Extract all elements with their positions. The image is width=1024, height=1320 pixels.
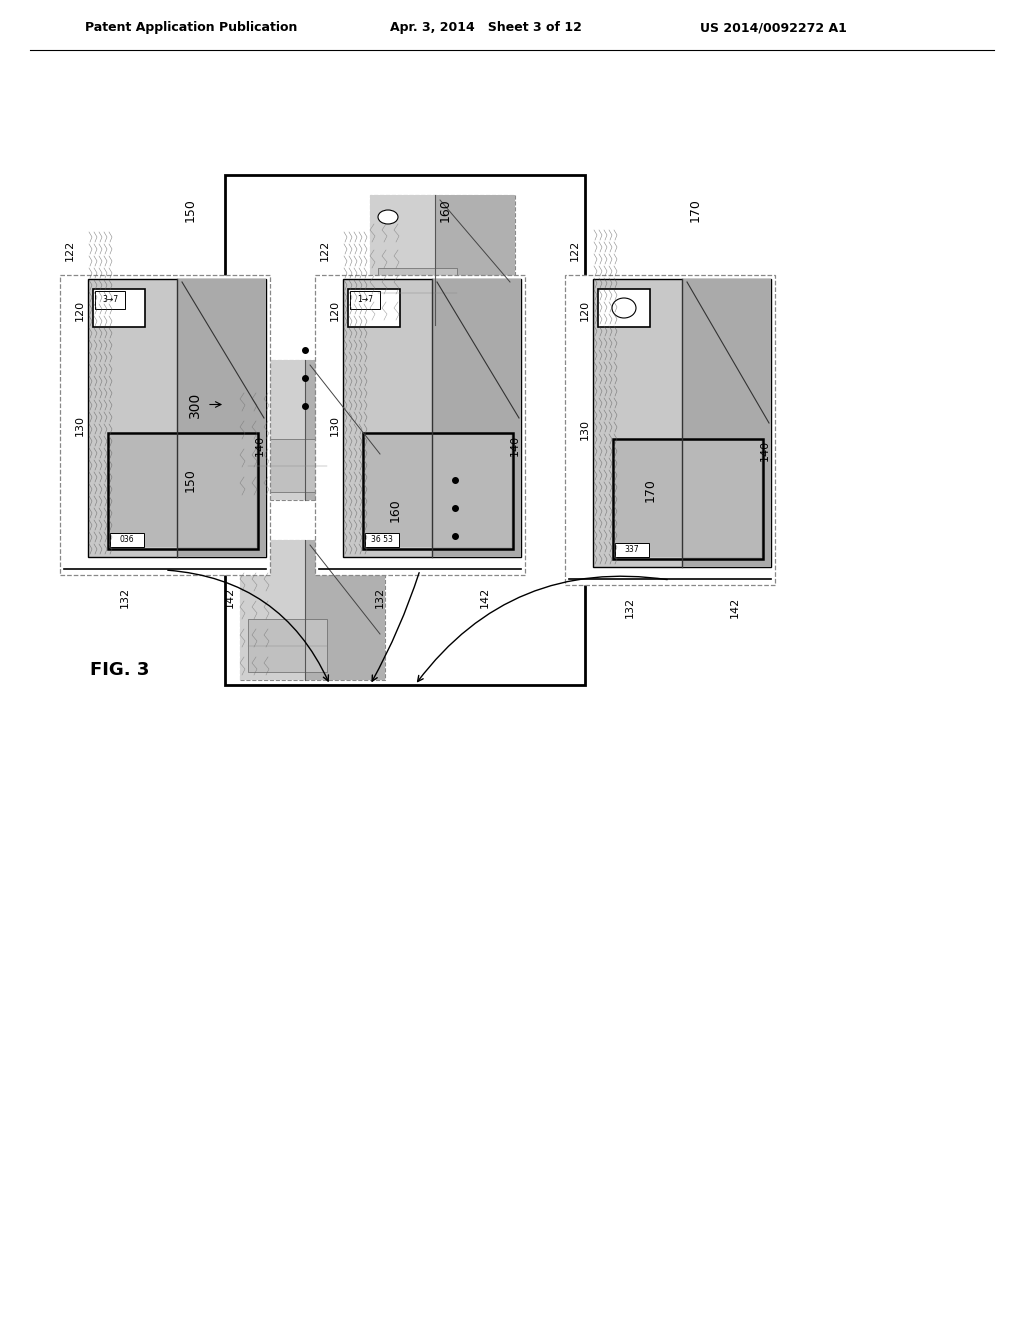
Bar xyxy=(248,619,327,672)
Bar xyxy=(593,279,771,568)
Ellipse shape xyxy=(378,210,398,224)
Bar xyxy=(370,195,515,325)
Bar xyxy=(615,543,649,557)
Bar xyxy=(362,433,513,549)
Text: 142: 142 xyxy=(730,597,740,618)
Text: 122: 122 xyxy=(65,239,75,260)
Text: 142: 142 xyxy=(225,586,234,607)
Bar xyxy=(365,533,399,546)
Text: Patent Application Publication: Patent Application Publication xyxy=(85,21,297,34)
Bar xyxy=(305,360,385,500)
Text: 160: 160 xyxy=(388,498,401,521)
Text: Apr. 3, 2014   Sheet 3 of 12: Apr. 3, 2014 Sheet 3 of 12 xyxy=(390,21,582,34)
Bar xyxy=(370,195,435,325)
Bar xyxy=(93,289,145,327)
Bar xyxy=(365,436,511,546)
Text: 1→7: 1→7 xyxy=(357,296,373,305)
Bar xyxy=(350,290,380,309)
Text: 120: 120 xyxy=(580,300,590,321)
Bar xyxy=(240,360,385,500)
Bar xyxy=(225,176,585,685)
Text: 130: 130 xyxy=(330,414,340,436)
Bar xyxy=(682,279,771,568)
Bar xyxy=(343,279,521,557)
Text: 140: 140 xyxy=(510,434,520,455)
Bar xyxy=(88,279,266,557)
Text: 130: 130 xyxy=(75,414,85,436)
Bar xyxy=(240,540,385,680)
Text: 140: 140 xyxy=(760,440,770,461)
Bar xyxy=(598,289,650,327)
Text: FIG. 3: FIG. 3 xyxy=(90,661,150,678)
Bar xyxy=(378,268,457,317)
Ellipse shape xyxy=(248,554,268,569)
Text: 36 53: 36 53 xyxy=(371,536,393,544)
Text: US 2014/0092272 A1: US 2014/0092272 A1 xyxy=(700,21,847,34)
Ellipse shape xyxy=(612,298,636,318)
Text: 120: 120 xyxy=(330,300,340,321)
Text: 337: 337 xyxy=(625,545,639,554)
Bar xyxy=(432,279,521,557)
Text: 122: 122 xyxy=(319,239,330,260)
Bar xyxy=(177,279,266,557)
Text: 130: 130 xyxy=(580,420,590,441)
Text: 300: 300 xyxy=(188,391,202,417)
Bar xyxy=(108,433,258,549)
Bar xyxy=(565,275,775,585)
Bar xyxy=(435,195,515,325)
Text: 160: 160 xyxy=(438,198,452,222)
Text: 132: 132 xyxy=(625,597,635,618)
Text: 132: 132 xyxy=(375,586,385,607)
Text: 3→7: 3→7 xyxy=(102,296,118,305)
Bar xyxy=(615,441,761,557)
Bar xyxy=(240,360,305,500)
Text: 170: 170 xyxy=(688,198,701,222)
Bar xyxy=(305,540,385,680)
Text: 142: 142 xyxy=(480,586,490,607)
Ellipse shape xyxy=(248,375,268,389)
Bar xyxy=(110,533,144,546)
Text: 170: 170 xyxy=(643,478,656,502)
Bar xyxy=(348,289,400,327)
Bar xyxy=(248,440,327,492)
Text: 132: 132 xyxy=(120,586,130,607)
Bar xyxy=(315,275,525,576)
Text: 120: 120 xyxy=(75,300,85,321)
Text: 150: 150 xyxy=(183,469,197,492)
Text: 150: 150 xyxy=(183,198,197,222)
Bar xyxy=(240,540,305,680)
Text: 036: 036 xyxy=(120,536,134,544)
Bar xyxy=(95,290,125,309)
Bar xyxy=(110,436,256,546)
Bar xyxy=(60,275,270,576)
Text: 122: 122 xyxy=(570,239,580,260)
Text: 140: 140 xyxy=(255,434,265,455)
Bar xyxy=(613,440,763,558)
